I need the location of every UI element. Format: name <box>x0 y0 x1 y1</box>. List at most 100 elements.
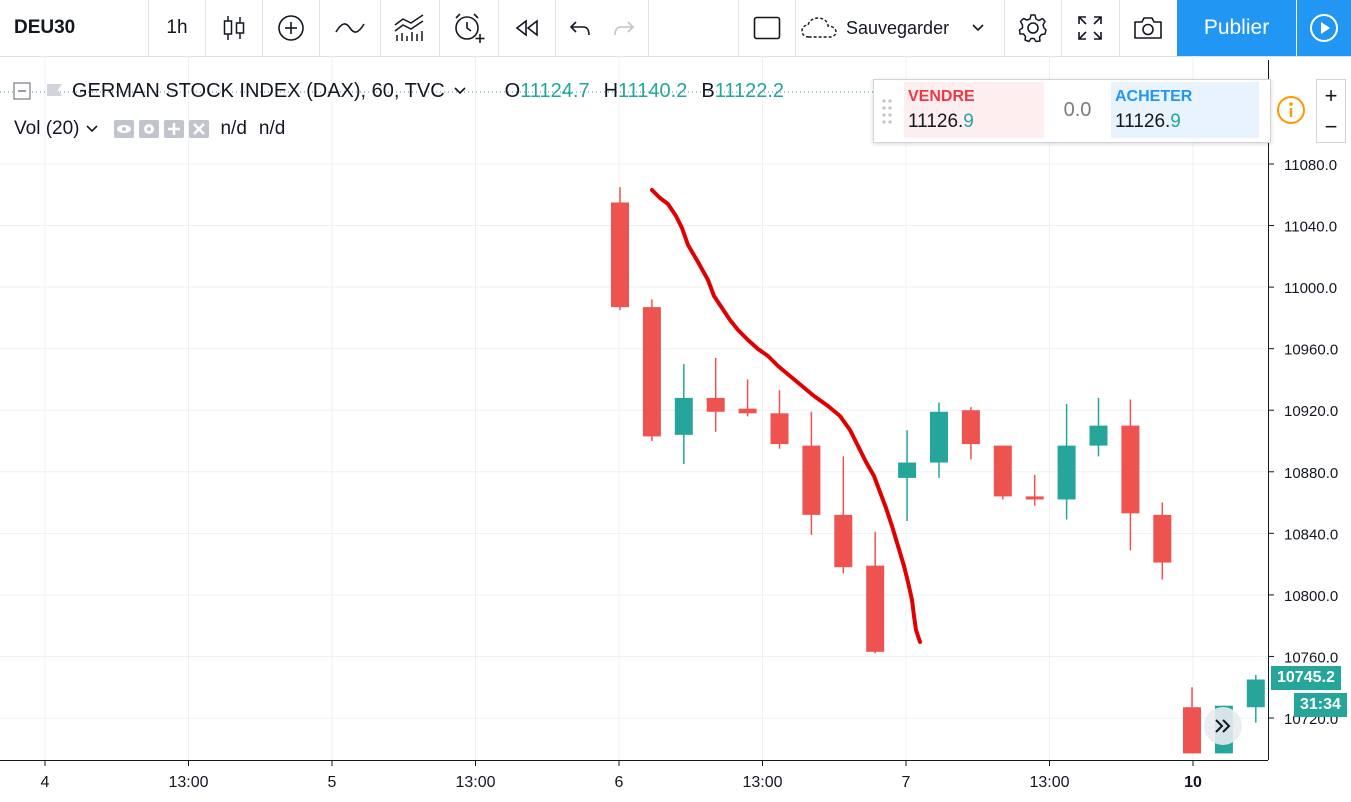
candle <box>898 430 917 522</box>
sell-label: VENDRE <box>908 88 975 105</box>
chevron-down-icon[interactable] <box>453 86 467 96</box>
publish-button[interactable]: Publier <box>1177 0 1296 56</box>
zoom-out-button[interactable]: − <box>1324 113 1338 139</box>
candle <box>961 407 980 460</box>
candle <box>802 411 821 535</box>
sell-price-last: 9 <box>963 111 974 132</box>
alert-button[interactable] <box>440 0 498 56</box>
undo-button[interactable] <box>558 0 602 56</box>
sell-price: 11126.9 <box>908 111 974 133</box>
price-tick-label: 10880.0 <box>1284 465 1338 482</box>
candle <box>866 531 885 654</box>
candle <box>738 379 757 417</box>
candle <box>1183 687 1201 754</box>
legend-title[interactable]: GERMAN STOCK INDEX (DAX), 60, TVC <box>72 79 445 102</box>
candle <box>1057 404 1076 520</box>
snapshot-button[interactable] <box>1120 0 1176 56</box>
interval-label: 1h <box>166 17 188 38</box>
volume-label[interactable]: Vol (20) <box>14 118 80 139</box>
time-tick-label: 13:00 <box>742 774 782 791</box>
low-label: B <box>701 79 715 102</box>
chevron-down-icon[interactable] <box>85 124 99 134</box>
gear-icon[interactable] <box>138 119 160 139</box>
redo-button[interactable] <box>602 0 646 56</box>
layout-button[interactable] <box>740 0 794 56</box>
compare-button[interactable] <box>263 0 319 56</box>
fullscreen-icon <box>1078 16 1102 40</box>
candle <box>993 445 1012 500</box>
candle <box>1025 474 1044 506</box>
time-tick-label: 5 <box>328 774 337 791</box>
time-tick-label: 4 <box>41 774 50 791</box>
price-tick-label: 11040.0 <box>1284 219 1337 236</box>
publish-label: Publier <box>1203 16 1270 39</box>
wave-icon <box>335 23 365 33</box>
time-axis: 4 13:00 5 13:00 6 13:00 7 13:00 10 <box>41 760 1202 791</box>
series-legend: GERMAN STOCK INDEX (DAX), 60, TVC O 11124… <box>12 78 784 104</box>
zoom-in-button[interactable]: + <box>1324 82 1338 108</box>
play-circle-icon <box>1310 14 1338 42</box>
drag-handle-icon[interactable] <box>880 96 894 126</box>
symbol-search[interactable]: DEU30 <box>14 0 75 56</box>
buy-price-main: 11126. <box>1115 111 1171 132</box>
zoom-controls: + − <box>1316 79 1346 143</box>
spread-value: 0.0 <box>1063 98 1092 121</box>
symbol-label: DEU30 <box>14 17 76 38</box>
templates-button[interactable] <box>381 0 439 56</box>
cloud-icon <box>801 17 837 38</box>
candle <box>1089 397 1108 457</box>
settings-button[interactable] <box>1005 0 1061 56</box>
time-tick-label: 13:00 <box>1029 774 1069 791</box>
buy-label: ACHETER <box>1115 88 1193 105</box>
volume-ma-value: n/d <box>258 118 286 139</box>
info-button[interactable] <box>1270 79 1312 141</box>
buy-price: 11126.9 <box>1115 111 1181 133</box>
price-tick-label: 11080.0 <box>1284 157 1337 174</box>
candle <box>674 364 693 465</box>
eye-icon[interactable] <box>113 119 135 139</box>
volume-value: n/d <box>220 118 247 139</box>
price-tick-label: 11000.0 <box>1284 280 1337 297</box>
current-price-tag: 10745.2 <box>1271 666 1341 690</box>
info-icon <box>1277 96 1305 124</box>
price-tick-label: 10800.0 <box>1284 588 1338 605</box>
candle <box>930 402 948 478</box>
save-label: Sauvegarder <box>846 17 950 38</box>
high-value: 11140.2 <box>618 79 688 102</box>
interval-button[interactable]: 1h <box>150 0 204 56</box>
fullscreen-button[interactable] <box>1062 0 1118 56</box>
price-tick-label: 10840.0 <box>1284 526 1338 543</box>
time-tick-label: 10 <box>1184 774 1202 791</box>
trade-panel: VENDRE 11126.9 0.0 ACHETER 11126.9 <box>873 79 1271 143</box>
price-tick-label: 10920.0 <box>1284 403 1338 420</box>
play-button[interactable] <box>1297 0 1351 56</box>
volume-legend: Vol (20) n/d n/d <box>14 116 285 142</box>
collapse-icon[interactable] <box>12 80 34 102</box>
sell-price-main: 11126. <box>908 111 964 132</box>
candle <box>834 456 853 574</box>
scroll-to-realtime-button[interactable] <box>1204 707 1242 745</box>
candle <box>1153 502 1172 580</box>
buy-button[interactable]: ACHETER 11126.9 <box>1111 82 1259 138</box>
replay-button[interactable] <box>499 0 555 56</box>
plus-circle-icon <box>278 15 304 41</box>
drawn-trend-line <box>650 188 922 644</box>
redo-icon <box>614 21 635 36</box>
plus-icon[interactable] <box>163 119 185 139</box>
multi-chart-icon <box>394 14 424 41</box>
sell-button[interactable]: VENDRE 11126.9 <box>904 82 1044 138</box>
camera-icon <box>1134 17 1162 39</box>
candles-layer <box>611 187 1265 754</box>
time-tick-label: 13:00 <box>168 774 208 791</box>
indicators-button[interactable] <box>320 0 380 56</box>
chart-type-button[interactable] <box>206 0 262 56</box>
candle <box>1246 674 1265 723</box>
price-tick-label: 10760.0 <box>1284 649 1338 666</box>
square-icon <box>753 16 781 40</box>
buy-price-last: 9 <box>1170 111 1181 132</box>
save-button[interactable]: Sauvegarder <box>800 0 998 56</box>
flag-icon[interactable] <box>44 80 66 102</box>
close-icon[interactable] <box>188 119 210 139</box>
candle <box>1121 399 1140 551</box>
gear-icon <box>1018 14 1047 43</box>
